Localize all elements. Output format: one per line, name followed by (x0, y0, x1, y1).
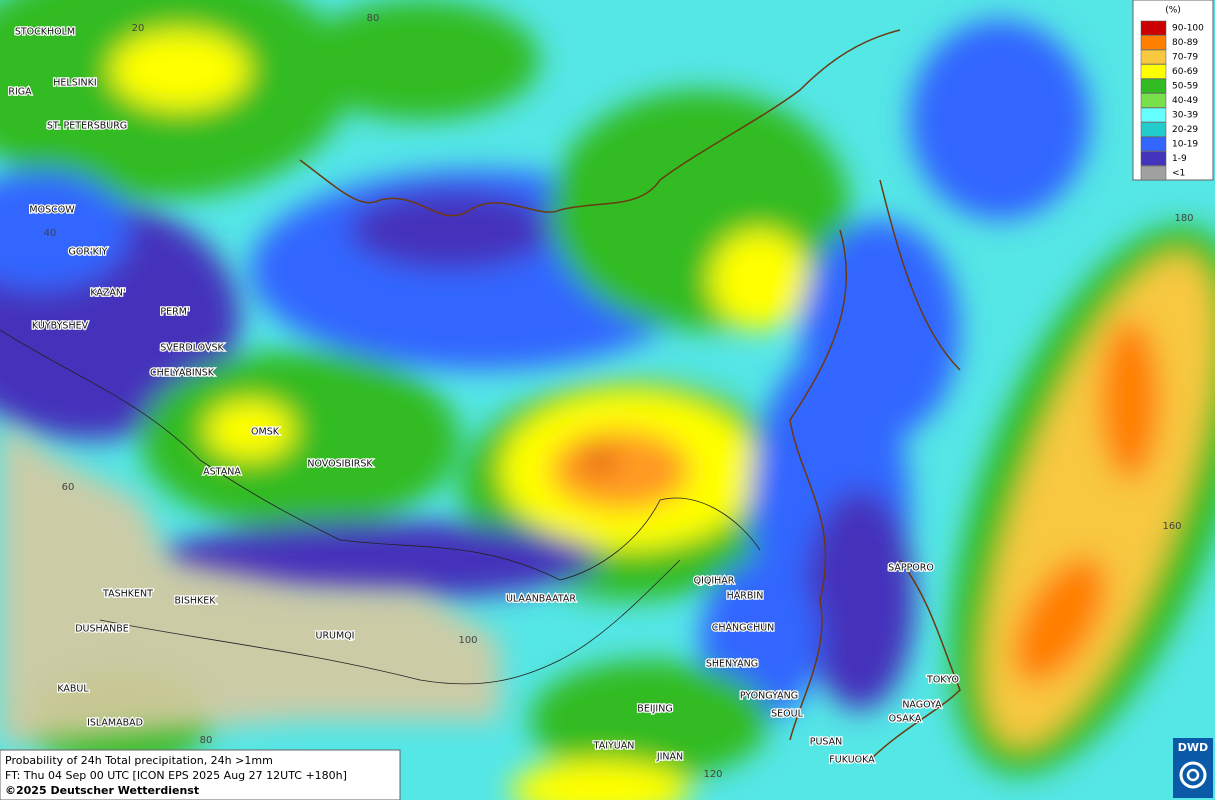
logo-swirl (1179, 761, 1207, 789)
info-box (0, 749, 401, 800)
city-label: SAPPORO (888, 563, 934, 574)
city-label: PYONGYANG (740, 691, 798, 702)
city-label: OMSK (251, 427, 280, 438)
city-label: OSAKA (889, 714, 922, 725)
legend-label: 1-9 (1172, 154, 1187, 164)
city-label: FUKUOKA (829, 755, 875, 766)
legend-swatch (1140, 122, 1167, 137)
city-label: SHENYANG (706, 659, 758, 670)
city-label: URUMQI (316, 631, 355, 642)
legend-label: 50-59 (1172, 82, 1198, 92)
grid-label: 80 (200, 735, 213, 746)
city-label: TAIYUAN (593, 741, 635, 752)
info-line: Probability of 24h Total precipitation, … (5, 754, 273, 767)
legend-swatch (1140, 107, 1167, 123)
city-label: ISLAMABAD (87, 718, 143, 729)
city-label: HARBIN (727, 591, 764, 602)
city-label: JINAN (656, 752, 683, 763)
legend-label: 80-89 (1172, 38, 1198, 48)
borders (0, 329, 761, 685)
copyright: ©2025 Deutscher Wetterdienst (5, 784, 199, 797)
city-label: PERM' (160, 307, 189, 318)
legend: (%) 90-100 80-89 70-79 60-69 50-59 40-49 30-39… (1132, 0, 1214, 181)
city-label: SVERDLOVSK (160, 343, 224, 354)
legend-swatch (1140, 35, 1167, 50)
city-label: TASHKENT (102, 589, 153, 600)
grid-label: 60 (62, 482, 75, 493)
city-label: ULAANBAATAR (506, 594, 576, 605)
city-label: NAGOYA (902, 700, 942, 711)
city-label: KUYBYSHEV (32, 321, 89, 332)
city-label: STOCKHOLM (15, 27, 75, 38)
city-label: KAZAN' (90, 288, 125, 299)
legend-swatch (1140, 49, 1167, 65)
city-label: DUSHANBE (75, 624, 129, 635)
city-label: TOKYO (926, 675, 959, 686)
city-labels: STOCKHOLM HELSINKI RIGA ST. PETERSBURG MOSCO… (7, 25, 960, 767)
info-line: FT: Thu 04 Sep 00 UTC [ICON EPS 2025 Aug… (5, 769, 347, 782)
city-label: NOVOSIBIRSK (307, 459, 373, 470)
city-label: CHANGCHUN (712, 623, 775, 634)
legend-label: 60-69 (1172, 67, 1198, 77)
city-label: ASTANA (203, 467, 241, 478)
legend-label: 70-79 (1172, 53, 1198, 63)
legend-label: 90-100 (1172, 24, 1204, 34)
legend-swatch (1140, 136, 1167, 152)
city-label: QIQIHAR (694, 576, 735, 587)
city-label: SEOUL (771, 709, 803, 720)
city-label: HELSINKI (53, 78, 96, 89)
legend-label: 20-29 (1172, 125, 1198, 135)
logo-text: DWD (1178, 741, 1208, 754)
city-label: ST. PETERSBURG (47, 121, 127, 132)
legend-label: 40-49 (1172, 96, 1198, 106)
grid-label: 80 (367, 13, 380, 24)
grid-labels: 20 80 40 60 100 80 120 180 160 (44, 13, 1194, 780)
legend-label: 10-19 (1172, 140, 1198, 150)
grid-label: 20 (132, 23, 145, 34)
city-label: BISHKEK (175, 596, 217, 607)
city-label: MOSCOW (29, 205, 75, 216)
grid-label: 160 (1162, 521, 1181, 532)
legend-swatch (1140, 78, 1167, 94)
legend-title: (%) (1165, 6, 1181, 16)
land-surface (0, 420, 500, 745)
grid-label: 40 (44, 228, 57, 239)
legend-swatch (1140, 151, 1167, 166)
legend-label: 30-39 (1172, 111, 1198, 121)
city-label: GOR'KIY (69, 247, 108, 258)
legend-swatch (1140, 64, 1167, 79)
city-label: RIGA (8, 87, 32, 98)
grid-label: 120 (703, 769, 722, 780)
city-label: PUSAN (810, 737, 843, 748)
grid-label: 180 (1174, 213, 1193, 224)
coastlines (299, 29, 961, 761)
legend-swatch (1140, 20, 1167, 36)
logo-swirl (1186, 768, 1200, 782)
legend-label: <1 (1172, 169, 1185, 179)
legend-swatch (1140, 165, 1167, 181)
city-label: CHELYABINSK (150, 368, 215, 379)
city-label: BEIJING (637, 704, 672, 715)
city-label: KABUL (57, 684, 89, 695)
grid-label: 100 (458, 635, 477, 646)
legend-swatch (1140, 93, 1167, 108)
